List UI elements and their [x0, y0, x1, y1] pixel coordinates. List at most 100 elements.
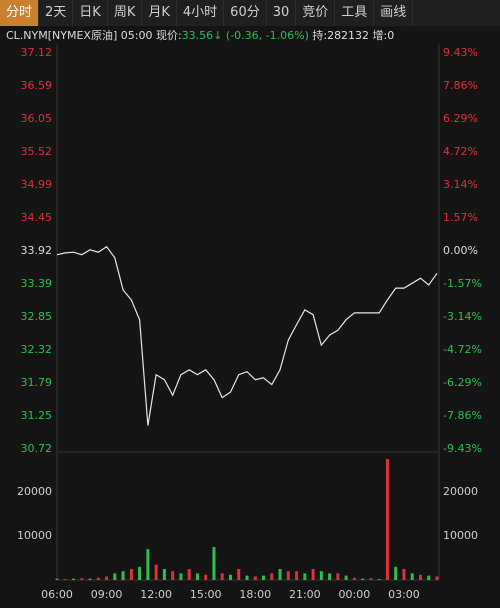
change: (-0.36, -1.06%) [225, 29, 309, 42]
y2-tick-label: -9.43% [443, 442, 482, 455]
toolbar-tab[interactable]: 4小时 [177, 0, 225, 26]
volume-bar [418, 574, 422, 580]
toolbar-tab[interactable]: 2天 [39, 0, 74, 26]
toolbar-tab[interactable]: 工具 [335, 0, 375, 26]
y2-tick-label: 7.86% [443, 79, 478, 92]
volume-bar [105, 576, 109, 580]
volume-bar [63, 579, 67, 580]
volume-bar [96, 577, 100, 580]
y-tick-label: 34.99 [21, 178, 53, 191]
toolbar-tab[interactable]: 分时 [0, 0, 40, 26]
volume-bar [278, 568, 282, 580]
y-tick-label: 36.05 [21, 112, 53, 125]
x-tick-label: 00:00 [339, 588, 371, 601]
volume-bar [245, 575, 249, 580]
toolbar-tab[interactable]: 日K [73, 0, 108, 26]
toolbar-tab[interactable]: 竞价 [296, 0, 336, 26]
y2-tick-label: -1.57% [443, 277, 482, 290]
volume-bar [427, 575, 431, 580]
volume-bar [154, 564, 158, 580]
volume-bar [311, 568, 315, 580]
x-tick-label: 15:00 [190, 588, 222, 601]
y-tick-label: 34.45 [21, 211, 53, 224]
y-tick-label: 33.39 [21, 277, 53, 290]
toolbar-tab[interactable]: 60分 [224, 0, 267, 26]
volume-bar [72, 578, 76, 580]
volume-bar [394, 566, 398, 580]
volume-bar [204, 574, 208, 580]
volume-tick-label: 10000 [17, 529, 52, 542]
y2-tick-label: -4.72% [443, 343, 482, 356]
volume-tick-label: 20000 [443, 485, 478, 498]
volume-bar [212, 546, 216, 580]
y2-tick-label: -3.14% [443, 310, 482, 323]
price-label: 现价: [155, 29, 182, 42]
volume-bar [410, 573, 414, 580]
volume-bar [361, 578, 365, 580]
down-arrow: ↓ [213, 29, 223, 42]
toolbar-tab[interactable]: 月K [142, 0, 177, 26]
volume-bar [55, 578, 59, 580]
volume-bar [113, 573, 117, 580]
y-tick-label: 36.59 [21, 79, 53, 92]
y-tick-label: 32.32 [21, 343, 53, 356]
x-tick-label: 18:00 [239, 588, 271, 601]
volume-bar [303, 573, 307, 580]
volume-bar [369, 578, 373, 580]
volume-bar [220, 573, 224, 580]
volume-bar [171, 571, 175, 580]
volume-bar [385, 458, 389, 580]
volume-tick-label: 20000 [17, 485, 52, 498]
volume-bar [402, 568, 406, 580]
y2-tick-label: -6.29% [443, 376, 482, 389]
volume-bar [336, 573, 340, 580]
volume-bar [377, 579, 381, 580]
y-tick-label: 30.72 [21, 442, 53, 455]
volume-tick-label: 10000 [443, 529, 478, 542]
volume-bar [121, 571, 125, 580]
y2-tick-label: 4.72% [443, 145, 478, 158]
volume-bar [237, 568, 241, 580]
volume-bar [328, 573, 332, 580]
volume-bar [162, 568, 166, 580]
volume-bar [129, 568, 133, 580]
holdings: 持:282132 增:0 [312, 29, 395, 42]
toolbar-tab[interactable]: 画线 [374, 0, 414, 26]
volume-bar [319, 571, 323, 580]
volume-bar [286, 571, 290, 580]
y-tick-label: 33.92 [21, 244, 53, 257]
y2-tick-label: 6.29% [443, 112, 478, 125]
volume-bar [435, 576, 439, 580]
y2-tick-label: 1.57% [443, 211, 478, 224]
toolbar-tab[interactable]: 周K [108, 0, 143, 26]
y2-tick-label: 0.00% [443, 244, 478, 257]
volume-bar [80, 578, 84, 580]
volume-bar [187, 568, 191, 580]
y2-tick-label: 9.43% [443, 46, 478, 59]
price: 33.56 [181, 29, 214, 42]
volume-bar [344, 575, 348, 580]
volume-bar [179, 573, 183, 580]
volume-bar [138, 566, 142, 580]
y-tick-label: 31.79 [21, 376, 53, 389]
y-tick-label: 35.52 [21, 145, 53, 158]
symbol: CL.NYM[NYMEX原油] [6, 29, 118, 42]
x-tick-label: 06:00 [41, 588, 73, 601]
volume-bar [88, 578, 92, 580]
volume-bar [146, 549, 150, 580]
time: 05:00 [120, 29, 153, 42]
x-tick-label: 21:00 [289, 588, 321, 601]
price-line [56, 245, 438, 426]
y-tick-label: 31.25 [21, 409, 53, 422]
toolbar: 分时 2天 日K 周K 月K 4小时 60分 30 竞价 工具 画线 [0, 0, 500, 26]
volume-bar [352, 577, 356, 580]
quote-header: CL.NYM[NYMEX原油] 05:00 现价:33.56↓ (-0.36, … [6, 28, 394, 44]
toolbar-tab[interactable]: 30 [267, 0, 297, 26]
y-tick-label: 37.12 [21, 46, 53, 59]
y-tick-label: 32.85 [21, 310, 53, 323]
y2-tick-label: 3.14% [443, 178, 478, 191]
volume-bar [262, 575, 266, 580]
volume-bar [228, 574, 232, 580]
